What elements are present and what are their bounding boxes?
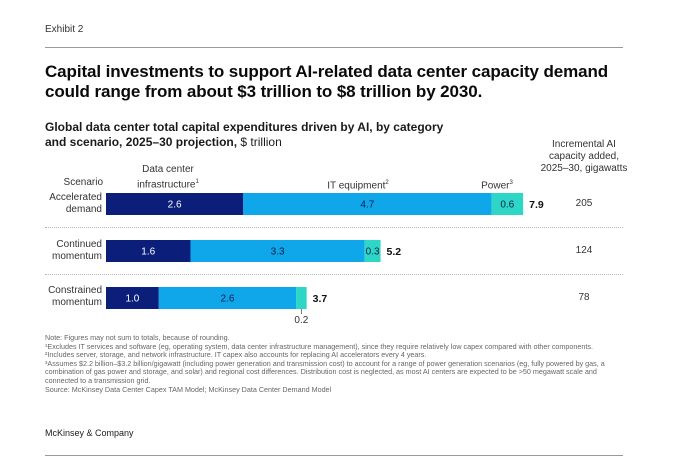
bar-segment bbox=[190, 240, 365, 262]
bar-segment bbox=[158, 287, 297, 309]
bar-segment bbox=[106, 193, 244, 215]
infra-label-line1: Data center bbox=[142, 164, 194, 175]
top-divider bbox=[45, 47, 623, 48]
brand-logo-text: McKinsey & Company bbox=[45, 428, 134, 438]
bar-segment bbox=[364, 240, 381, 262]
bar-value-label: 0.2 bbox=[294, 315, 308, 326]
capacity-header: Incremental AI capacity added, 2025–30, … bbox=[540, 139, 628, 174]
infra-label-line2: infrastructure1 bbox=[137, 179, 199, 191]
row-label-constrained: Constrained momentum bbox=[48, 285, 102, 308]
footnotes: Note: Figures may not sum to totals, bec… bbox=[45, 333, 625, 394]
row-separator bbox=[45, 227, 623, 228]
bar-total-label: 5.2 bbox=[387, 246, 402, 258]
column-label-power: Power3 bbox=[481, 180, 513, 192]
bar-segment bbox=[106, 287, 159, 309]
bar-value-label: 1.0 bbox=[125, 294, 139, 305]
capacity-value: 205 bbox=[575, 198, 593, 209]
footnote: Note: Figures may not sum to totals, bec… bbox=[45, 333, 230, 342]
bar-value-label: 1.6 bbox=[141, 247, 155, 258]
bar-value-label: 0.3 bbox=[366, 247, 380, 258]
capacity-value: 124 bbox=[575, 245, 593, 256]
footnote-source: Source: McKinsey Data Center Capex TAM M… bbox=[45, 384, 332, 394]
footnote: ³Assumes $2.2 billion–$3.2 billion/gigaw… bbox=[45, 358, 605, 385]
subtitle-bold: Global data center total capital expendi… bbox=[45, 120, 444, 149]
bar-segment bbox=[491, 193, 524, 215]
column-label-it-equipment: IT equipment2 bbox=[327, 180, 389, 192]
bar-segment bbox=[106, 240, 191, 262]
bar-value-label: 0.6 bbox=[500, 200, 514, 211]
bar-value-label: 2.6 bbox=[220, 294, 234, 305]
bar-value-label: 4.7 bbox=[360, 200, 374, 211]
row-separator bbox=[45, 274, 623, 275]
bar-total-label: 3.7 bbox=[313, 293, 328, 305]
footnote: ¹Excludes IT services and software (eg, … bbox=[45, 341, 593, 351]
exhibit-label: Exhibit 2 bbox=[45, 24, 84, 35]
column-label-infrastructure: Data center infrastructure1 bbox=[128, 164, 208, 191]
capacity-value: 78 bbox=[578, 292, 590, 303]
scenario-header: Scenario bbox=[63, 177, 103, 188]
chart-subtitle: Global data center total capital expendi… bbox=[45, 120, 465, 150]
headline: Capital investments to support AI-relate… bbox=[45, 62, 609, 101]
bottom-divider bbox=[45, 455, 623, 456]
row-label-continued: Continued momentum bbox=[51, 239, 102, 262]
bar-total-label: 7.9 bbox=[529, 199, 544, 211]
bar-value-label: 2.6 bbox=[168, 200, 182, 211]
row-label-accelerated: Accelerated demand bbox=[49, 192, 102, 215]
footnote: ²Includes server, storage, and network i… bbox=[45, 350, 427, 360]
bar-segment bbox=[296, 287, 307, 309]
bar-value-label: 3.3 bbox=[271, 247, 285, 258]
bar-segment bbox=[243, 193, 492, 215]
subtitle-unit: $ trillion bbox=[237, 135, 282, 149]
